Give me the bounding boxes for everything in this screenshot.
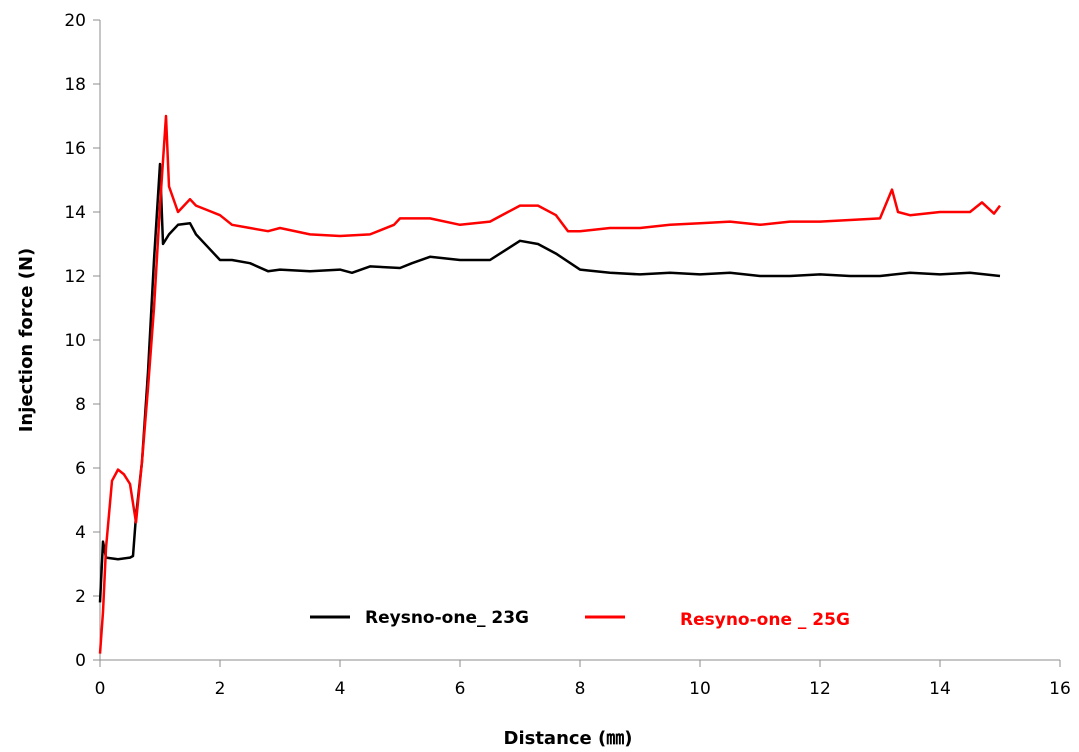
y-axis-title: Injection force (N) [16,248,37,433]
y-tick-label: 16 [64,139,86,159]
y-tick-label: 18 [64,75,86,95]
x-tick-label: 12 [809,679,831,699]
x-axis-title: Distance (㎜) [504,728,633,749]
x-tick-label: 16 [1049,679,1071,699]
legend-label-23g: Reysno-one_ 23G [365,608,529,628]
x-tick-label: 6 [455,679,466,699]
y-tick-label: 14 [64,203,86,223]
y-tick-label: 2 [75,587,86,607]
y-axis-ticks: 0 2 4 6 8 10 12 14 16 18 20 [64,11,100,671]
x-tick-label: 4 [335,679,346,699]
y-tick-label: 20 [64,11,86,31]
series-layer [98,114,1001,654]
x-tick-label: 14 [929,679,951,699]
series-line-0 [98,162,1001,603]
x-axis-ticks: 0 2 4 6 8 10 12 14 16 [95,660,1071,699]
x-tick-label: 8 [575,679,586,699]
legend: Reysno-one_ 23G Resyno-one _ 25G [310,608,850,630]
x-tick-label: 10 [689,679,711,699]
y-tick-label: 0 [75,651,86,671]
legend-label-25g: Resyno-one _ 25G [680,610,850,630]
y-tick-label: 6 [75,459,86,479]
x-tick-label: 0 [95,679,106,699]
x-tick-label: 2 [215,679,226,699]
y-tick-label: 12 [64,267,86,287]
y-tick-label: 8 [75,395,86,415]
series-line-1 [98,114,1001,654]
y-tick-label: 4 [75,523,86,543]
y-tick-label: 10 [64,331,86,351]
